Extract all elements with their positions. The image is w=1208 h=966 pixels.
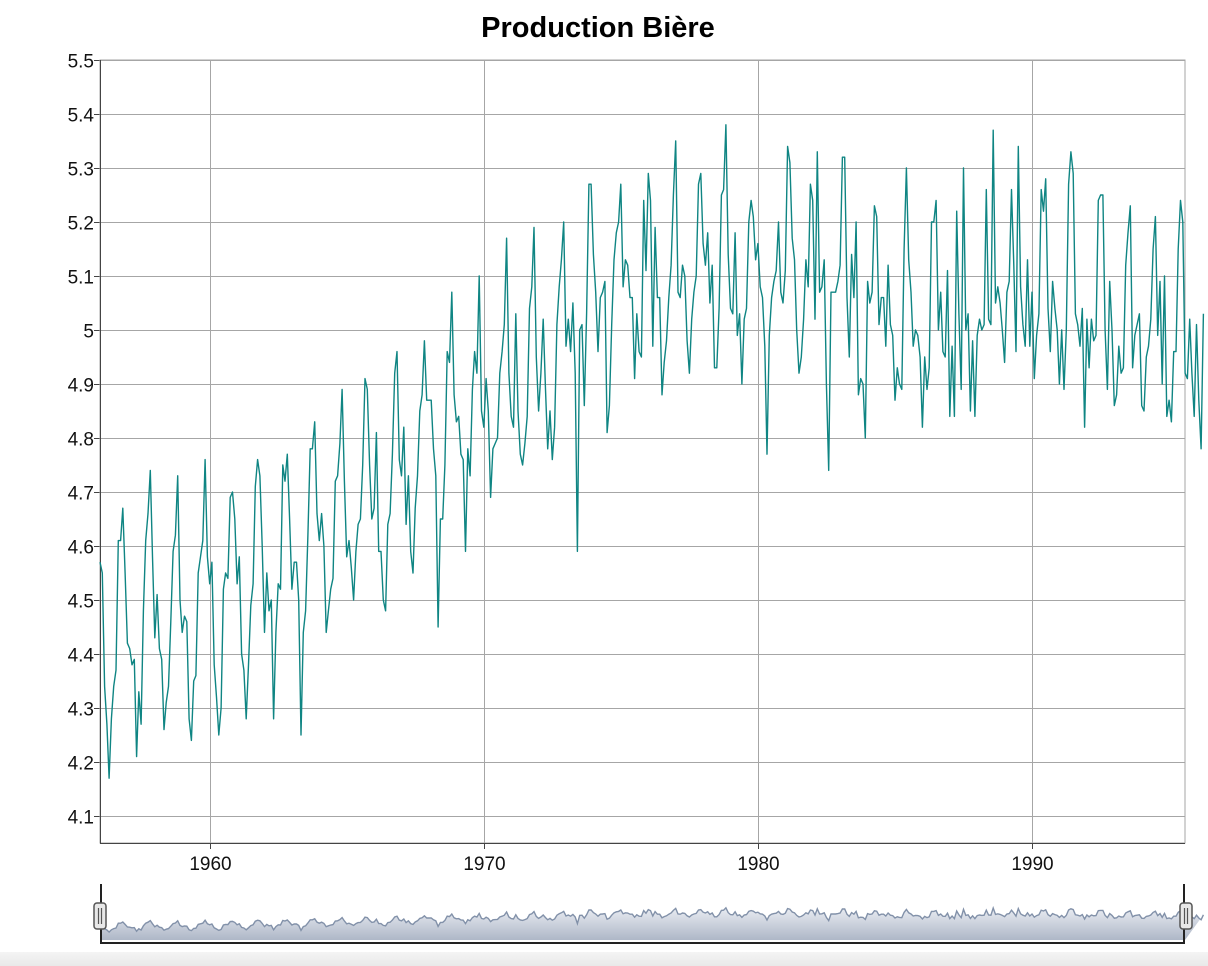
y-tick-label: 4.5	[68, 592, 94, 613]
range-selector[interactable]	[93, 884, 1205, 944]
y-tick-label: 4.7	[68, 484, 94, 505]
y-tick-label: 4.4	[68, 646, 95, 667]
y-axis-ticks: 4.1 4.2 4.3 4.4 4.5 4.6 4.7 4.8 4.9 5 5.1 5.2 5.3 5.4…	[68, 52, 100, 829]
range-handle-right[interactable]	[1179, 902, 1193, 930]
y-tick-label: 4.3	[68, 700, 94, 721]
range-selector-line	[99, 905, 1205, 933]
y-tick-label: 5.4	[68, 106, 95, 127]
y-tick-label: 5.2	[68, 214, 94, 235]
y-tick-label: 5.5	[68, 52, 94, 73]
x-axis-ticks: 1960 1970 1980 1990	[189, 843, 1054, 875]
y-tick-label: 4.6	[68, 538, 94, 559]
y-tick-label: 5.3	[68, 160, 94, 181]
y-tick-label: 5.1	[68, 268, 94, 289]
y-tick-label: 4.8	[68, 430, 94, 451]
x-tick-label: 1960	[189, 854, 231, 875]
y-tick-label: 5	[83, 322, 94, 343]
grid	[100, 60, 1185, 843]
x-tick-label: 1990	[1011, 854, 1053, 875]
bottom-edge	[0, 952, 1208, 966]
range-handle-left[interactable]	[93, 902, 107, 930]
y-tick-label: 4.1	[68, 808, 94, 829]
chart-title: Production Bière	[481, 12, 715, 44]
x-tick-label: 1970	[463, 854, 505, 875]
plot-frame	[99, 59, 1186, 844]
range-selector-area	[100, 907, 1204, 940]
series-line[interactable]	[99, 124, 1205, 779]
y-tick-label: 4.9	[68, 376, 94, 397]
x-tick-label: 1980	[737, 854, 779, 875]
y-tick-label: 4.2	[68, 754, 94, 775]
